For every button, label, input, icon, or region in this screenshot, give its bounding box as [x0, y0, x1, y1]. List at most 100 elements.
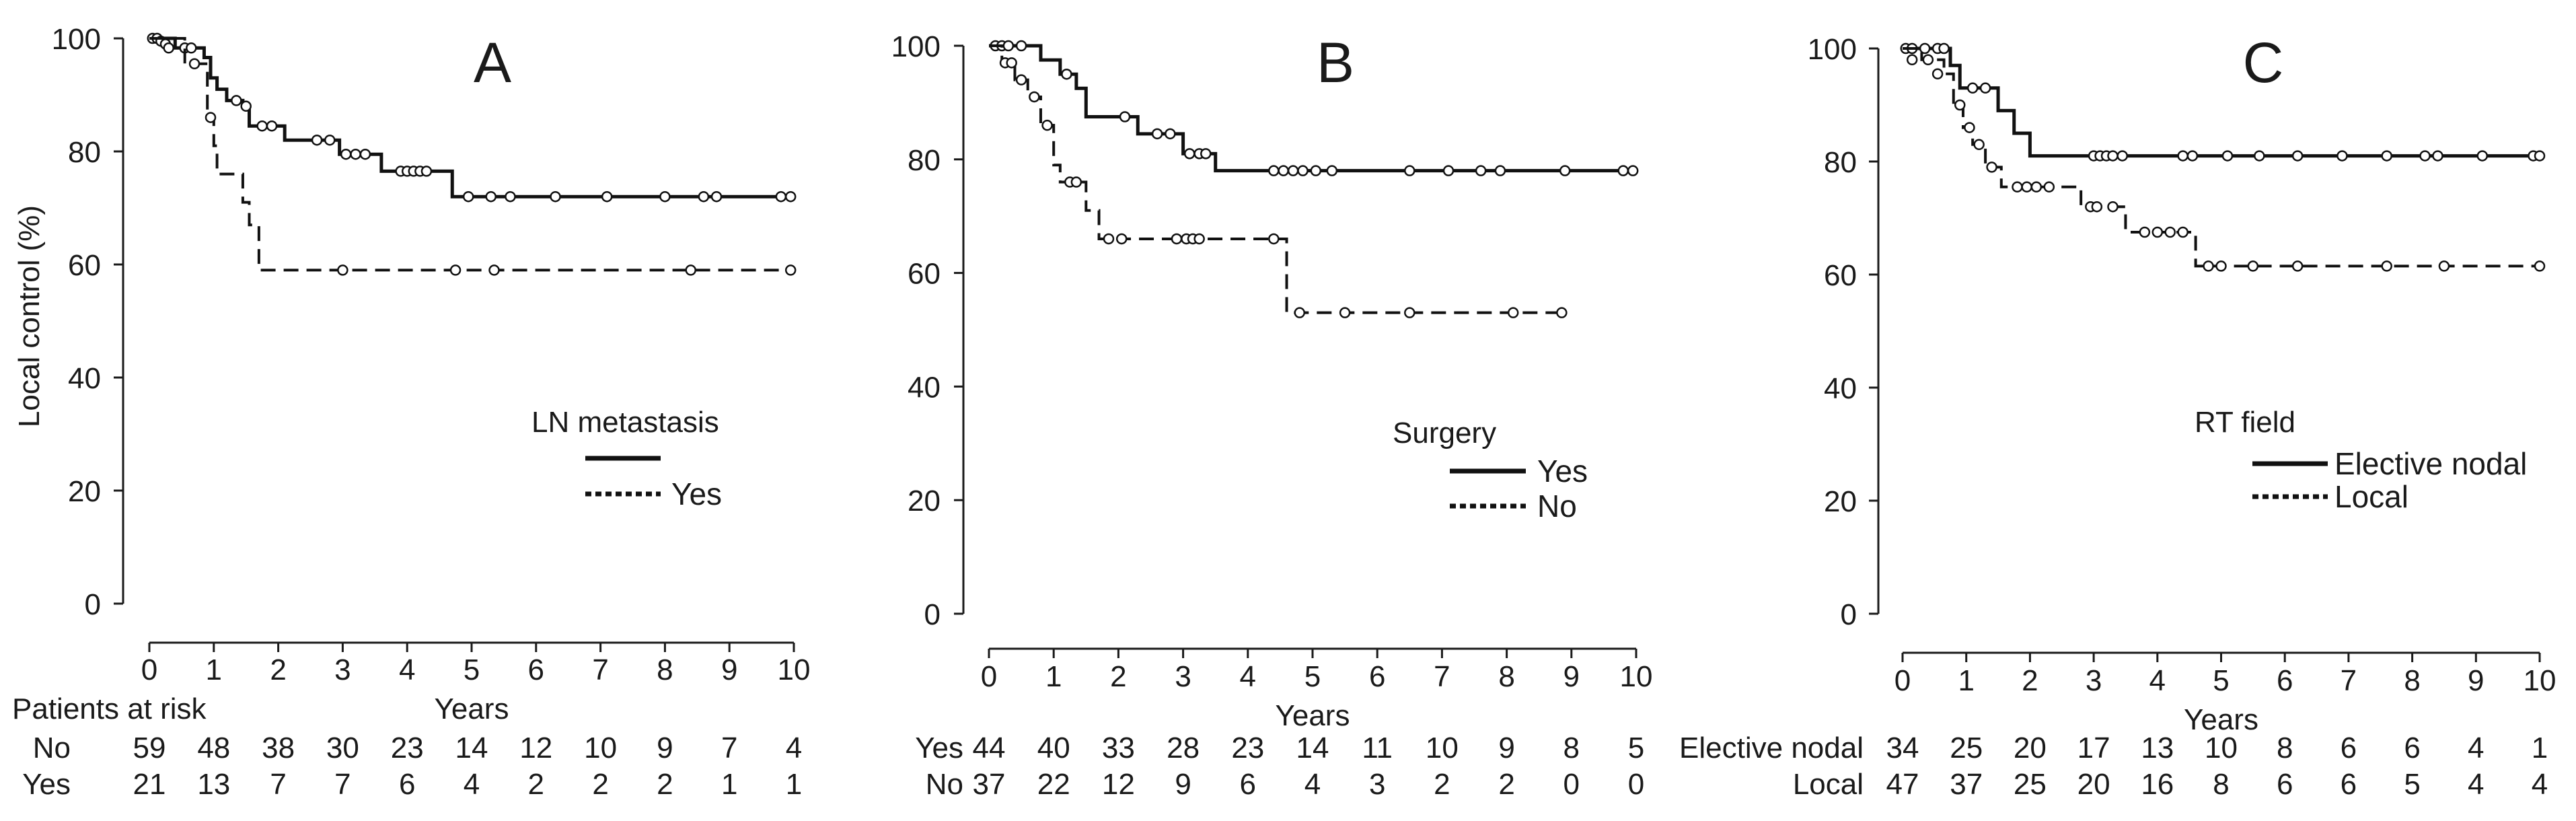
censor-mark	[1906, 54, 1918, 66]
panel-letter: C	[2243, 31, 2284, 94]
risk-value: 7	[334, 768, 351, 801]
legend-title: LN metastasis	[531, 406, 719, 439]
x-tick-label: 2	[270, 653, 286, 686]
risk-value: 17	[2077, 731, 2110, 764]
legend-entry-1: Elective nodal	[2334, 446, 2527, 481]
risk-value: 2	[1498, 768, 1514, 801]
x-tick-label: 8	[1498, 660, 1514, 693]
risk-value: 2	[528, 768, 544, 801]
risk-value: 4	[2468, 768, 2484, 801]
y-tick-label: 80	[68, 136, 101, 169]
x-tick-label: 10	[1620, 660, 1653, 693]
censor-mark	[1297, 165, 1309, 176]
risk-value: 21	[133, 768, 166, 801]
censor-mark	[2215, 260, 2227, 272]
legend: LN metastasis Yes	[531, 406, 722, 511]
censor-mark	[775, 190, 787, 203]
legend-entry-2: Local	[2334, 479, 2408, 514]
censor-mark	[1404, 165, 1415, 176]
censor-mark	[2534, 150, 2546, 162]
risk-value: 7	[270, 768, 286, 801]
risk-value: 7	[721, 731, 737, 764]
legend: Surgery Yes No	[1393, 417, 1588, 524]
censor-mark	[1617, 165, 1629, 176]
censor-mark	[2043, 181, 2055, 193]
risk-value: 1	[721, 768, 737, 801]
risk-value: 6	[399, 768, 415, 801]
risk-value: 9	[1175, 768, 1191, 801]
x-tick-label: 9	[1563, 660, 1580, 693]
censor-mark	[2107, 201, 2119, 213]
risk-value: 10	[1426, 731, 1459, 764]
risk-value: 12	[1102, 768, 1135, 801]
y-tick-label: 60	[1824, 259, 1857, 292]
x-tick-label: 9	[721, 653, 737, 686]
censor-mark	[2381, 150, 2392, 162]
y-tick-label: 80	[1824, 146, 1857, 179]
risk-value: 3	[1369, 768, 1385, 801]
risk-row-label: Yes	[915, 731, 963, 764]
x-axis-label: Years	[2184, 703, 2258, 736]
censor-mark	[1954, 99, 1966, 111]
risk-value: 14	[1296, 731, 1329, 764]
km-curve-yes	[989, 44, 1636, 173]
censor-mark	[1165, 128, 1176, 140]
censor-mark	[420, 166, 433, 177]
y-axis-label: Local control (%)	[13, 205, 46, 427]
censor-mark	[2139, 226, 2151, 238]
x-tick-label: 9	[2468, 664, 2484, 697]
y-tick-label: 40	[1824, 372, 1857, 405]
censor-mark	[2432, 150, 2443, 162]
y-tick-label: 100	[891, 30, 941, 63]
plot-area: 0 20 40 60 80 100 0 1 2 3 4 5 6 7 8 9 10 Years	[891, 30, 1653, 732]
risk-value: 33	[1102, 731, 1135, 764]
censor-mark	[698, 190, 710, 203]
censor-mark	[2177, 226, 2188, 238]
y-tick-label: 60	[68, 249, 101, 282]
risk-value: 8	[1563, 731, 1580, 764]
risk-value: 8	[2277, 731, 2293, 764]
x-axis-label: Years	[435, 692, 509, 725]
risk-value: 16	[2141, 768, 2174, 801]
censor-mark	[449, 264, 462, 276]
risk-table-header: Patients at risk	[12, 692, 207, 725]
censor-mark	[1151, 128, 1163, 140]
censor-mark	[1015, 74, 1027, 85]
x-tick-label: 2	[2022, 664, 2038, 697]
censor-mark	[1986, 162, 1997, 173]
legend-entry-2: No	[1537, 489, 1577, 524]
censor-mark	[1931, 68, 1944, 80]
censor-mark	[359, 148, 371, 160]
censor-mark	[1268, 165, 1280, 176]
censor-mark	[1268, 233, 1280, 245]
censor-mark	[505, 190, 516, 203]
censor-mark	[337, 264, 348, 276]
y-tick-label: 0	[924, 598, 941, 631]
x-tick-label: 7	[592, 653, 608, 686]
risk-row-label: No	[33, 731, 71, 764]
panel-letter: B	[1317, 31, 1354, 94]
y-tick-label: 100	[1808, 33, 1857, 66]
x-tick-label: 5	[464, 653, 480, 686]
y-tick-label: 80	[908, 144, 941, 177]
x-tick-label: 3	[1175, 660, 1191, 693]
x-tick-label: 2	[1110, 660, 1126, 693]
censor-mark	[1938, 42, 1950, 55]
risk-row-label: No	[926, 768, 963, 801]
censor-mark	[1119, 111, 1131, 122]
risk-value: 12	[519, 731, 552, 764]
risk-value: 23	[1231, 731, 1264, 764]
y-tick-label: 40	[68, 362, 101, 395]
risk-value: 4	[2532, 768, 2548, 801]
risk-value: 2	[1434, 768, 1450, 801]
censor-mark	[1979, 82, 1991, 94]
x-tick-label: 3	[2086, 664, 2102, 697]
censor-mark	[2021, 181, 2032, 193]
censor-mark	[2534, 260, 2546, 272]
censor-mark	[240, 100, 252, 112]
censor-mark	[601, 190, 613, 203]
